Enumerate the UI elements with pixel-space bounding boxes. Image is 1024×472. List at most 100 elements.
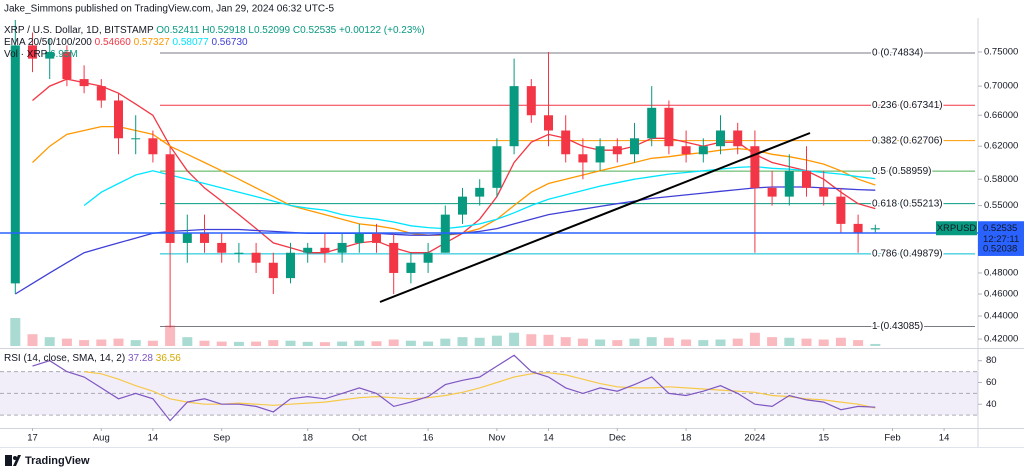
fib-label: 0.382 (0.62706) [872,135,943,146]
candle-body [96,86,106,101]
candle-body [234,252,244,254]
candle-body [406,262,416,273]
volume-bar [663,337,674,346]
volume-bar [491,335,502,346]
legend-title: XRP / U.S. Dollar, 1D, BITSTAMP [4,25,154,36]
x-tick-label: 2024 [744,433,765,444]
y-tick-label: 0.55000 [984,200,1018,211]
candle-body [526,86,536,116]
last-price-tag [978,221,1024,246]
candle-body [114,100,123,139]
y-tick-label: 0.42000 [984,334,1018,345]
legend-rsi: RSI (14, close, SMA, 14, 2) 37.28 36.56 [4,353,181,364]
volume-bar [509,332,520,346]
candle-body [354,233,364,243]
candle-body [28,45,37,59]
candle-body [251,252,261,263]
y-tick-label: 0.75000 [984,46,1018,57]
rsi-tick-label: 40 [986,399,997,410]
candle-body [733,130,743,147]
legend-rsi-sma-value: 36.56 [156,353,181,364]
candle-body [182,233,192,243]
volume-bar [835,337,846,346]
candle-body [492,146,502,188]
x-tick-label: 18 [681,433,692,444]
footer-brand: TradingView [25,455,90,467]
volume-bar [715,339,726,346]
y-tick-label: 0.44000 [984,311,1018,322]
candle-body [595,146,605,163]
rsi-line [32,354,876,422]
candle-body [836,196,846,224]
candle-body [286,252,295,279]
logo-bar [5,455,12,466]
volume-bar [251,341,262,346]
rsi-tick-label: 80 [986,355,997,366]
volume-bar [79,340,90,346]
candle-body [423,252,433,263]
candle-body [337,242,347,253]
volume-bar [233,341,244,346]
y-tick-label: 0.62000 [984,141,1018,152]
rsi-sma-line [84,371,876,409]
legend-ohlc: O0.52411 H0.52918 L0.52099 C0.52535 +0.0… [156,25,424,36]
candle-body [475,187,485,197]
y-tick-label: 0.46000 [984,289,1018,300]
footer-logo [5,455,21,466]
logo-slash [13,455,21,466]
candle-body [45,51,55,59]
y-tick-label: 0.66000 [984,110,1018,121]
logo-dot [13,456,17,460]
volume-bar [337,341,348,346]
candle-body [458,196,467,215]
fib-label: 0.236 (0.67341) [872,100,943,111]
fib-label: 1 (0.43085) [872,321,923,332]
volume-bar [853,340,864,346]
volume-bar [423,341,434,346]
hline-label: 0.52038 [983,243,1017,254]
candle-body [217,242,227,253]
x-tick-label: 14 [939,433,950,444]
candle-body [303,247,313,253]
candle-body [819,187,829,197]
volume-bar [595,339,606,346]
volume-bar [371,341,382,346]
y-tick-label: 0.58000 [984,174,1018,185]
x-tick-label: Sep [213,433,230,444]
candle-body [853,223,863,234]
legend-ema-value: 0.58077 [173,37,210,48]
volume-bar [405,340,416,346]
legend-volume: Vol · XRP 6.95M [4,49,78,60]
candle-body [79,79,89,87]
x-tick-label: Dec [609,433,626,444]
legend-ema-value: 0.56730 [211,37,248,48]
volume-bar [698,340,709,346]
candle-body [561,130,571,155]
trend-line [379,132,811,303]
legend-volume-label: Vol · XRP [4,49,48,60]
volume-bar [749,332,760,346]
fib-label: 0.5 (0.58959) [872,166,932,177]
volume-bar [577,338,588,346]
volume-bar [354,340,365,346]
candle-body [784,170,794,197]
x-tick-label: 14 [543,433,554,444]
volume-bar [216,341,227,346]
volume-bar [44,337,55,346]
rsi-tick-label: 60 [986,377,997,388]
candle-body [750,146,760,188]
volume-bar [784,337,795,346]
x-tick-label: 17 [27,433,38,444]
volume-bar [818,339,829,346]
symbol-tag [936,221,977,236]
rsi-band [0,371,978,416]
x-tick-label: Aug [93,433,110,444]
symbol-tag-label: XRPUSD [937,223,977,234]
volume-bar [113,338,124,346]
candle-body [767,187,777,197]
candle-body [268,262,278,279]
last-price-label: 0.52535 [983,223,1017,234]
fib-label: 0.618 (0.55213) [872,198,943,209]
volume-bar [767,337,778,346]
